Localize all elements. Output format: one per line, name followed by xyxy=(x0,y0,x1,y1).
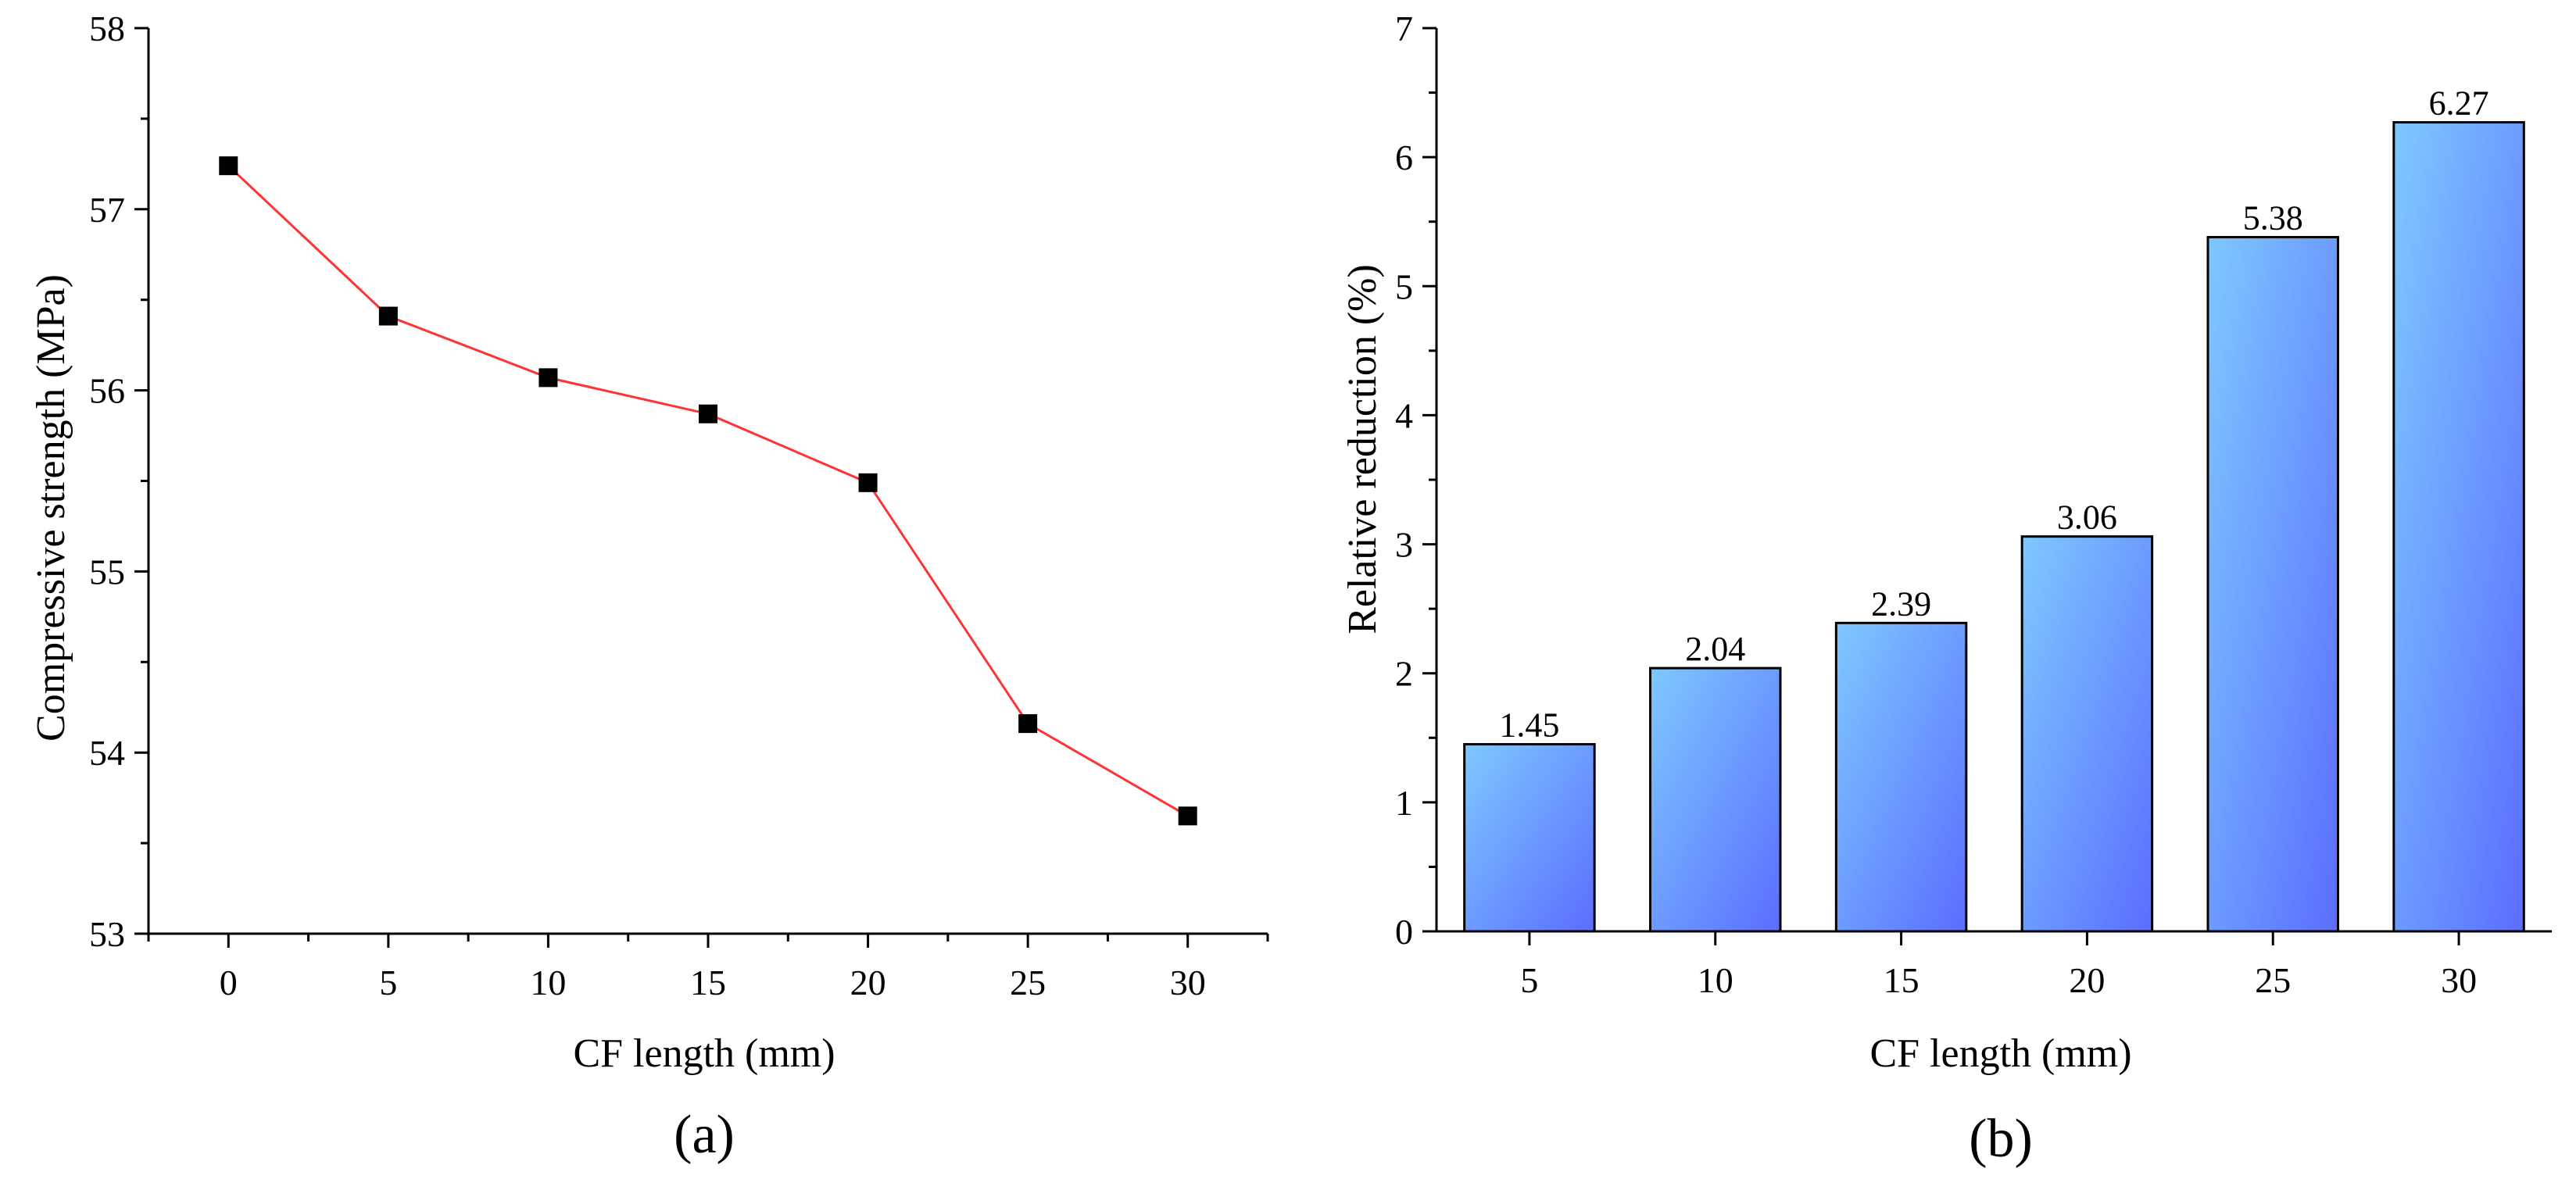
panel-a-data-point xyxy=(219,156,238,176)
panel-b-data-label: 5.38 xyxy=(2243,199,2303,238)
panel-a-xtick-label: 20 xyxy=(850,963,886,1002)
panel-b-bar xyxy=(2020,535,2154,933)
panel-b-data-label: 2.39 xyxy=(1871,584,1931,623)
panel-a-ytick-label: 55 xyxy=(89,552,125,591)
panel-b-xtick-label: 10 xyxy=(1698,960,1733,1000)
panel-a-ytick-label: 53 xyxy=(89,914,125,954)
panel-a-data-point xyxy=(858,473,878,492)
panel-b-xtick-label: 30 xyxy=(2441,960,2477,1000)
panel-a-ytick-label: 54 xyxy=(89,733,125,773)
panel-b-label: (b) xyxy=(1969,1109,2033,1169)
panel-a-xlabel: CF length (mm) xyxy=(573,1031,835,1076)
panel-a-series-line xyxy=(227,165,1189,817)
panel-a-xtick-label: 0 xyxy=(220,963,238,1002)
panel-b-data-label: 2.04 xyxy=(1685,630,1745,668)
panel-b-xtick-label: 5 xyxy=(1520,960,1538,1000)
panel-b-ytick-label: 2 xyxy=(1395,654,1413,694)
panel-b-bar xyxy=(1834,621,1968,933)
panel-a-data-point xyxy=(699,404,717,423)
panel-a-xtick-label: 10 xyxy=(530,963,566,1002)
panel-b-ytick-label: 3 xyxy=(1395,525,1413,565)
panel-b-bar xyxy=(2206,236,2339,933)
panel-b-data-label: 3.06 xyxy=(2057,498,2117,537)
panel-b-xtick-label: 20 xyxy=(2069,960,2105,1000)
panel-b-bar xyxy=(1463,743,1596,933)
panel-b-ytick-label: 4 xyxy=(1395,395,1413,435)
panel-b-xtick-label: 25 xyxy=(2255,960,2291,1000)
panel-a-xtick-label: 25 xyxy=(1010,963,1046,1002)
panel-a-ytick-label: 56 xyxy=(89,371,125,411)
panel-b-ytick-label: 0 xyxy=(1395,912,1413,952)
panel-b-ylabel: Relative reduction (%) xyxy=(1340,264,1385,634)
panel-a-data-point xyxy=(538,368,558,388)
panel-b-ytick-label: 6 xyxy=(1395,138,1413,177)
panel-a-xtick-label: 15 xyxy=(690,963,726,1002)
panel-b-xtick-label: 15 xyxy=(1884,960,1919,1000)
panel-b-ytick-label: 7 xyxy=(1395,9,1413,48)
panel-a-label: (a) xyxy=(674,1105,735,1165)
panel-a-data-point xyxy=(1018,714,1038,734)
panel-a-ytick-label: 57 xyxy=(89,190,125,230)
panel-a-ylabel: Compressive strength (MPa) xyxy=(29,274,73,741)
panel-a-data-point xyxy=(1178,806,1197,826)
panel-a-xtick-label: 5 xyxy=(379,963,397,1002)
panel-b-bar xyxy=(2392,121,2525,933)
panel-a-data-point xyxy=(378,306,398,326)
panel-b-ytick-label: 1 xyxy=(1395,783,1413,823)
panel-b-data-label: 6.27 xyxy=(2429,84,2489,123)
panel-b-ytick-label: 5 xyxy=(1395,266,1413,306)
panel-b-xlabel: CF length (mm) xyxy=(1869,1031,2131,1076)
panel-a-line-chart: Compressive strength (MPa) CF length (mm… xyxy=(29,9,1269,1165)
panel-b-bar-chart: Relative reduction (%) CF length (mm) (b… xyxy=(1340,9,2552,1169)
panel-b-data-label: 1.45 xyxy=(1499,706,1559,745)
panel-b-bar xyxy=(1649,666,1782,933)
panel-a-xtick-label: 30 xyxy=(1170,963,1206,1002)
panel-a-ytick-label: 58 xyxy=(89,9,125,48)
